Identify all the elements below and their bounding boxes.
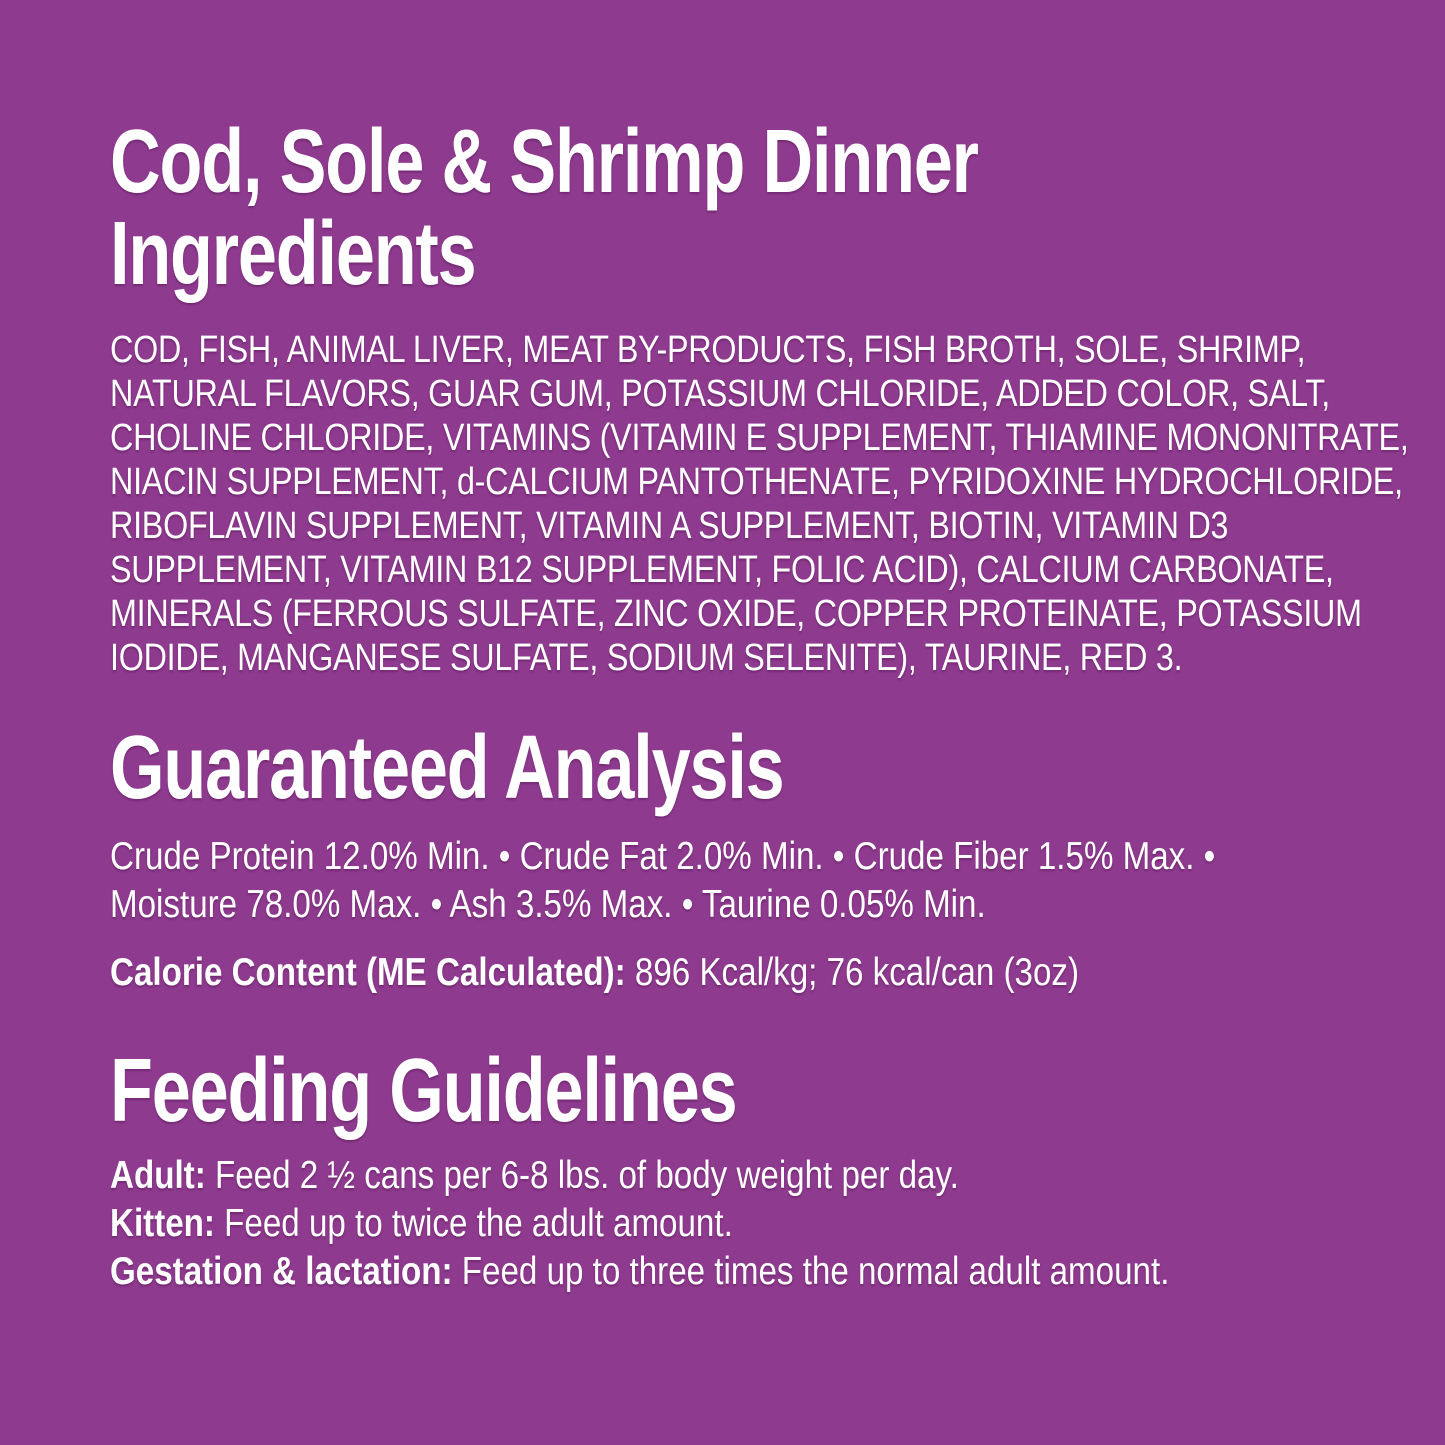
feeding-label-adult: Adult: [110, 1154, 206, 1197]
guaranteed-analysis-text: Crude Protein 12.0% Min. • Crude Fat 2.0… [110, 833, 1245, 929]
feeding-line-gestation: Gestation & lactation: Feed up to three … [110, 1248, 1245, 1296]
analysis-line: Crude Protein 12.0% Min. • Crude Fat 2.0… [110, 835, 1216, 878]
analysis-line: Moisture 78.0% Max. • Ash 3.5% Max. • Ta… [110, 883, 986, 926]
calorie-content-value: 896 Kcal/kg; 76 kcal/can (3oz) [634, 951, 1080, 994]
feeding-text-adult: Feed 2 ½ cans per 6-8 lbs. of body weigh… [214, 1154, 959, 1197]
section-heading-guaranteed-analysis: Guaranteed Analysis [110, 718, 785, 818]
ingredients-paragraph: COD, FISH, ANIMAL LIVER, MEAT BY-PRODUCT… [110, 328, 1409, 680]
feeding-text-gestation: Feed up to three times the normal adult … [461, 1250, 1170, 1293]
page-title-line-1: Cod, Sole & Shrimp Dinner [110, 112, 979, 212]
page-title-line-2: Ingredients [110, 204, 477, 304]
calorie-content-line: Calorie Content (ME Calculated): 896 Kca… [110, 949, 1245, 997]
ingredients-line: RIBOFLAVIN SUPPLEMENT, VITAMIN A SUPPLEM… [110, 505, 1229, 547]
feeding-line-adult: Adult: Feed 2 ½ cans per 6-8 lbs. of bod… [110, 1152, 1245, 1200]
section-heading-feeding-guidelines: Feeding Guidelines [110, 1041, 738, 1141]
ingredients-line: IODIDE, MANGANESE SULFATE, SODIUM SELENI… [110, 637, 1183, 679]
ingredients-line: SUPPLEMENT, VITAMIN B12 SUPPLEMENT, FOLI… [110, 549, 1334, 591]
ingredients-line: CHOLINE CHLORIDE, VITAMINS (VITAMIN E SU… [110, 417, 1409, 459]
ingredients-line: NATURAL FLAVORS, GUAR GUM, POTASSIUM CHL… [110, 373, 1331, 415]
feeding-line-kitten: Kitten: Feed up to twice the adult amoun… [110, 1200, 1245, 1248]
feeding-text-kitten: Feed up to twice the adult amount. [224, 1202, 733, 1245]
feeding-guidelines-list: Adult: Feed 2 ½ cans per 6-8 lbs. of bod… [110, 1152, 1245, 1296]
ingredients-line: MINERALS (FERROUS SULFATE, ZINC OXIDE, C… [110, 593, 1362, 635]
ingredients-line: NIACIN SUPPLEMENT, d-CALCIUM PANTOTHENAT… [110, 461, 1403, 503]
feeding-label-kitten: Kitten: [110, 1202, 215, 1245]
ingredients-line: COD, FISH, ANIMAL LIVER, MEAT BY-PRODUCT… [110, 329, 1306, 371]
calorie-content-label: Calorie Content (ME Calculated): [110, 951, 626, 994]
page-title: Cod, Sole & Shrimp Dinner Ingredients [110, 0, 1151, 300]
feeding-label-gestation: Gestation & lactation: [110, 1250, 453, 1293]
